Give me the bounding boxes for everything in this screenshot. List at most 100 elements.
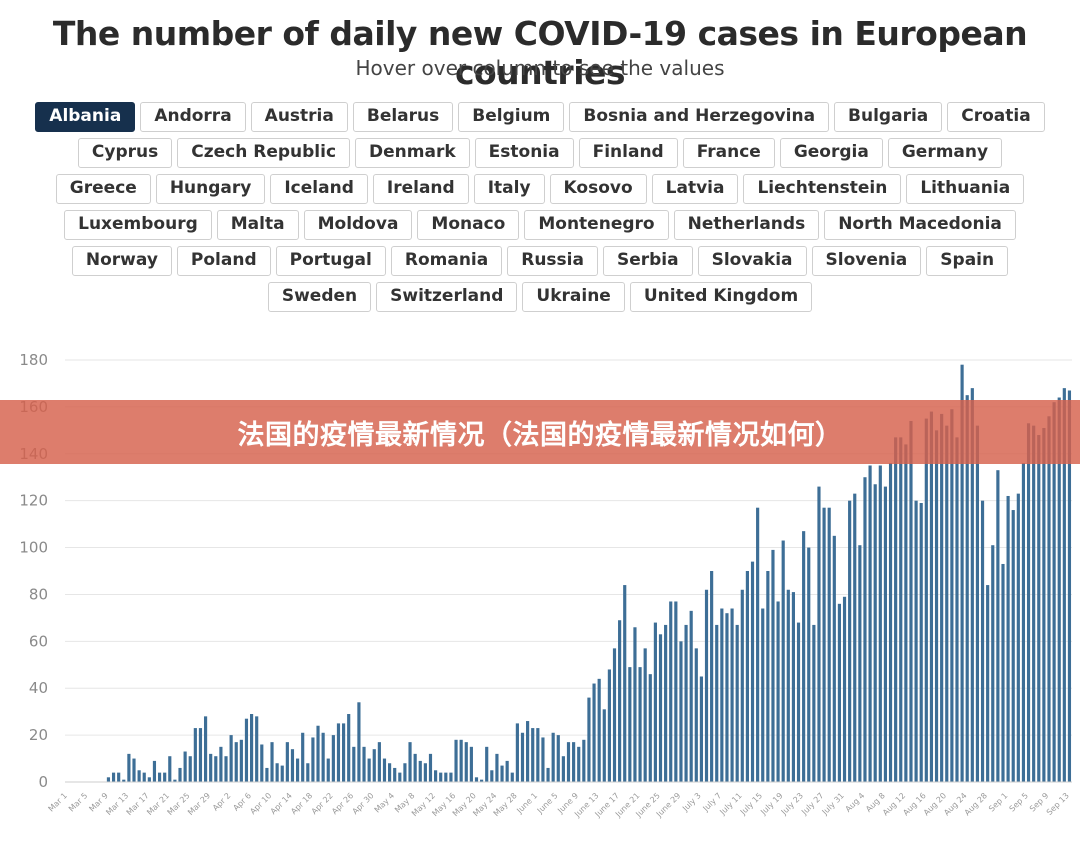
bar[interactable] (991, 545, 995, 782)
bar[interactable] (198, 728, 203, 782)
bar[interactable] (842, 596, 847, 782)
bar[interactable] (331, 735, 335, 782)
bar[interactable] (653, 622, 657, 782)
bar[interactable] (832, 535, 836, 782)
bar[interactable] (265, 767, 269, 782)
bar[interactable] (1037, 435, 1041, 782)
bar[interactable] (367, 758, 371, 782)
bar[interactable] (822, 507, 826, 782)
country-button-netherlands[interactable]: Netherlands (673, 210, 820, 240)
bar[interactable] (388, 763, 392, 782)
country-button-sweden[interactable]: Sweden (267, 282, 372, 312)
bar[interactable] (270, 742, 274, 782)
bar[interactable] (766, 571, 770, 782)
bar[interactable] (1016, 493, 1020, 782)
bar[interactable] (633, 627, 637, 782)
bar[interactable] (122, 779, 126, 782)
bar[interactable] (377, 742, 381, 782)
country-button-luxembourg[interactable]: Luxembourg (64, 210, 212, 240)
bar[interactable] (582, 739, 586, 782)
bar[interactable] (163, 772, 167, 782)
bar[interactable] (403, 763, 407, 782)
bar[interactable] (873, 484, 877, 782)
bar[interactable] (510, 772, 514, 782)
bar[interactable] (761, 608, 765, 782)
bar[interactable] (960, 364, 964, 782)
bar[interactable] (464, 742, 468, 782)
country-button-italy[interactable]: Italy (473, 174, 545, 204)
bar[interactable] (592, 683, 596, 782)
bar[interactable] (347, 714, 351, 782)
bar[interactable] (561, 756, 565, 782)
bar[interactable] (940, 413, 944, 782)
bar[interactable] (321, 732, 325, 782)
country-button-malta[interactable]: Malta (216, 210, 299, 240)
bar[interactable] (970, 388, 974, 782)
bar[interactable] (311, 737, 315, 782)
bar[interactable] (929, 411, 934, 782)
bar[interactable] (352, 746, 356, 782)
bar[interactable] (551, 732, 555, 782)
bar[interactable] (1052, 402, 1056, 782)
bar[interactable] (444, 772, 448, 782)
bar[interactable] (566, 742, 571, 782)
bar[interactable] (301, 732, 305, 782)
bar[interactable] (914, 500, 918, 782)
bar[interactable] (469, 746, 473, 782)
bar[interactable] (669, 601, 673, 782)
bar[interactable] (459, 739, 463, 782)
bar[interactable] (434, 770, 438, 782)
bar[interactable] (817, 486, 821, 782)
bar[interactable] (699, 676, 703, 783)
bar[interactable] (1011, 510, 1015, 782)
bar[interactable] (878, 465, 882, 783)
country-button-andorra[interactable]: Andorra (140, 102, 246, 132)
bar[interactable] (781, 540, 785, 782)
bar[interactable] (853, 493, 857, 782)
bar[interactable] (791, 592, 795, 782)
bar[interactable] (520, 732, 525, 782)
bar[interactable] (117, 772, 121, 782)
bar[interactable] (868, 465, 872, 783)
country-button-monaco[interactable]: Monaco (417, 210, 520, 240)
bar[interactable] (1067, 390, 1072, 782)
bar[interactable] (423, 763, 427, 782)
bar[interactable] (710, 571, 714, 782)
bar[interactable] (776, 601, 780, 782)
bar[interactable] (1026, 423, 1031, 782)
bar[interactable] (168, 756, 172, 782)
country-button-denmark[interactable]: Denmark (355, 138, 470, 168)
bar[interactable] (306, 763, 310, 782)
bar[interactable] (398, 772, 402, 782)
bar[interactable] (863, 477, 867, 782)
bar[interactable] (541, 737, 545, 782)
bar[interactable] (786, 589, 790, 782)
bar[interactable] (996, 470, 1000, 782)
bar[interactable] (848, 500, 852, 782)
bar[interactable] (152, 760, 157, 782)
bar[interactable] (807, 547, 811, 782)
bar[interactable] (316, 725, 320, 782)
bar[interactable] (147, 777, 151, 782)
country-button-kosovo[interactable]: Kosovo (549, 174, 647, 204)
bar[interactable] (531, 728, 535, 782)
country-button-belgium[interactable]: Belgium (458, 102, 565, 132)
bar[interactable] (526, 721, 530, 782)
bar[interactable] (178, 767, 182, 782)
bar[interactable] (495, 753, 499, 782)
bar[interactable] (812, 624, 816, 782)
country-button-germany[interactable]: Germany (887, 138, 1003, 168)
bar[interactable] (142, 772, 146, 782)
bar[interactable] (638, 667, 642, 782)
bar[interactable] (623, 585, 627, 782)
bar[interactable] (219, 746, 223, 782)
bar[interactable] (372, 749, 376, 782)
country-button-finland[interactable]: Finland (578, 138, 678, 168)
bar[interactable] (515, 723, 519, 782)
bar[interactable] (229, 735, 233, 782)
bar[interactable] (658, 634, 663, 782)
country-button-ukraine[interactable]: Ukraine (522, 282, 625, 312)
bar[interactable] (474, 777, 479, 782)
bar[interactable] (934, 430, 939, 782)
country-button-bulgaria[interactable]: Bulgaria (834, 102, 943, 132)
